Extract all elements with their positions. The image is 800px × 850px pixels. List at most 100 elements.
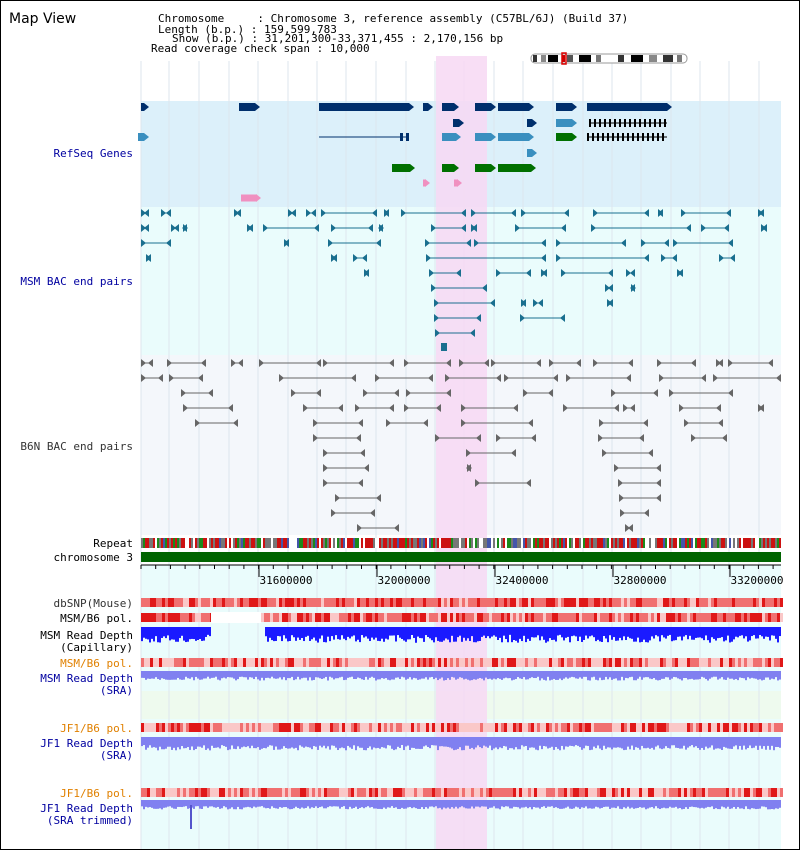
gene-exon	[644, 119, 646, 127]
msm-b6-pol-strip-1-bin	[720, 613, 723, 622]
msm-depth-sra-bar	[289, 671, 291, 679]
b6n-bac-pair-end	[611, 389, 616, 397]
jf1-depth-trim-bar	[491, 800, 493, 808]
jf1-b6-pol-strip-2-bin	[438, 788, 441, 797]
track-label-dbsnp[interactable]: dbSNP(Mouse)	[53, 597, 133, 610]
jf1-b6-pol-strip-1-bin	[666, 723, 669, 732]
dbsnp-strip-bin	[369, 598, 372, 607]
track-label-jf1-b6-pol-2[interactable]: JF1/B6 pol.	[60, 787, 133, 800]
msm-depth-capillary-bar	[667, 627, 669, 636]
msm-depth-sra-bar	[469, 671, 471, 681]
b6n-bac-pair-end	[598, 434, 603, 442]
msm-b6-pol-strip-1-bin	[780, 613, 783, 622]
msm-b6-pol-strip-1-bin	[366, 613, 369, 622]
track-label-repeat[interactable]: Repeat	[93, 537, 133, 550]
jf1-b6-pol-strip-1-bin	[612, 723, 615, 732]
jf1-b6-pol-strip-1-bin	[465, 723, 468, 732]
jf1-b6-pol-strip-2-bin	[582, 788, 585, 797]
jf1-b6-pol-strip-1-bin	[633, 723, 636, 732]
msm-depth-capillary-bar	[179, 627, 181, 639]
repeat-element	[619, 538, 621, 548]
repeat-element	[735, 538, 737, 548]
msm-depth-sra-bar	[749, 671, 751, 679]
track-label-jf1-depth-sra[interactable]: JF1 Read Depth	[40, 737, 133, 750]
msm-depth-sra-bar	[519, 671, 521, 679]
jf1-b6-pol-strip-1-bin	[645, 723, 648, 732]
msm-b6-pol-strip-2-bin	[513, 658, 516, 667]
jf1-b6-pol-strip-2-bin	[210, 788, 213, 797]
jf1-depth-trim-bar	[195, 800, 197, 807]
msm-b6-pol-strip-2-bin	[219, 658, 222, 667]
msm-b6-pol-strip-2-bin	[570, 658, 573, 667]
jf1-b6-pol-strip-2-bin	[585, 788, 588, 797]
track-label-msm-bac[interactable]: MSM BAC end pairs	[20, 275, 133, 288]
track-label-jf1-depth-trim[interactable]: JF1 Read Depth	[40, 802, 133, 815]
msm-depth-capillary-bar	[265, 627, 267, 637]
msm-depth-capillary-bar	[609, 627, 611, 636]
repeat-element	[373, 538, 375, 548]
msm-depth-sra-bar	[427, 671, 429, 680]
dbsnp-strip-bin	[459, 598, 462, 607]
jf1-depth-sra-bar	[301, 737, 303, 747]
msm-depth-sra-bar	[667, 671, 669, 678]
track-label-refseq[interactable]: RefSeq Genes	[53, 147, 133, 160]
track-label-jf1-b6-pol-1[interactable]: JF1/B6 pol.	[60, 722, 133, 735]
b6n-bac-pair-end	[691, 434, 696, 442]
msm-b6-pol-strip-1-bin	[567, 613, 570, 622]
dbsnp-strip-bin	[771, 598, 774, 607]
msm-depth-sra-bar	[167, 671, 169, 680]
b6n-bac-pair-end	[323, 464, 328, 472]
track-label-msm-b6-pol-1[interactable]: MSM/B6 pol.	[60, 612, 133, 625]
msm-depth-capillary-bar	[287, 627, 289, 642]
msm-b6-pol-strip-1-bin	[432, 613, 435, 622]
jf1-depth-trim-bar	[241, 800, 243, 810]
position-ruler: 31600000 32000000 32400000 32800000 33200000	[140, 564, 783, 587]
repeat-element	[219, 538, 221, 548]
dbsnp-strip-bin	[366, 598, 369, 607]
msm-b6-pol-strip-2-bin	[492, 658, 495, 667]
msm-b6-pol-strip-2-bin	[558, 658, 561, 667]
track-label-msm-b6-pol-2[interactable]: MSM/B6 pol.	[60, 657, 133, 670]
ideogram-band	[541, 55, 546, 62]
jf1-depth-sra-bar	[519, 737, 521, 750]
track-label-msm-depth-sra[interactable]: MSM Read Depth	[40, 672, 133, 685]
msm-depth-sra-bar	[415, 671, 417, 679]
b6n-bac-pair-end	[198, 374, 203, 382]
msm-depth-sra-bar	[761, 671, 763, 681]
jf1-depth-trim-bar	[775, 800, 777, 809]
msm-bac-pair-end	[425, 239, 430, 247]
jf1-b6-pol-strip-1-bin	[510, 723, 513, 732]
msm-depth-sra-bar	[411, 671, 413, 680]
gene-exon	[617, 133, 619, 141]
jf1-b6-pol-strip-1-bin	[459, 723, 462, 732]
jf1-depth-trim-bar	[185, 800, 187, 807]
jf1-b6-pol-strip-2-bin	[426, 788, 429, 797]
msm-b6-pol-strip-2-bin	[432, 658, 435, 667]
b6n-bac-pair-end	[728, 389, 733, 397]
track-label-chromosome[interactable]: chromosome 3	[53, 551, 133, 564]
msm-b6-pol-strip-2-bin	[708, 658, 711, 667]
msm-depth-capillary-bar	[599, 627, 601, 642]
msm-depth-capillary-bar	[427, 627, 429, 637]
msm-depth-capillary-bar	[493, 627, 495, 636]
dbsnp-strip-bin	[249, 598, 252, 607]
repeat-element	[767, 538, 769, 548]
jf1-b6-pol-strip-1-bin	[327, 723, 330, 732]
msm-depth-capillary-bar	[165, 627, 167, 639]
jf1-depth-trim-bar	[575, 800, 577, 807]
track-label-msm-depth-cap[interactable]: MSM Read Depth	[40, 629, 133, 642]
msm-b6-pol-strip-2-bin	[522, 658, 525, 667]
msm-depth-capillary-bar	[207, 627, 209, 635]
jf1-b6-pol-strip-1-bin	[330, 723, 333, 732]
jf1-b6-pol-strip-1-bin	[246, 723, 249, 732]
msm-depth-sra-bar	[223, 671, 225, 678]
msm-depth-capillary-bar	[699, 627, 701, 638]
track-label-b6n-bac[interactable]: B6N BAC end pairs	[20, 440, 133, 453]
msm-depth-capillary-bar	[311, 627, 313, 640]
msm-depth-capillary-bar	[755, 627, 757, 639]
msm-b6-pol-strip-1-bin	[591, 613, 594, 622]
msm-depth-capillary-bar	[677, 627, 679, 637]
msm-bac-pair-end	[672, 254, 677, 262]
b6n-bac-pair-end	[335, 494, 340, 502]
